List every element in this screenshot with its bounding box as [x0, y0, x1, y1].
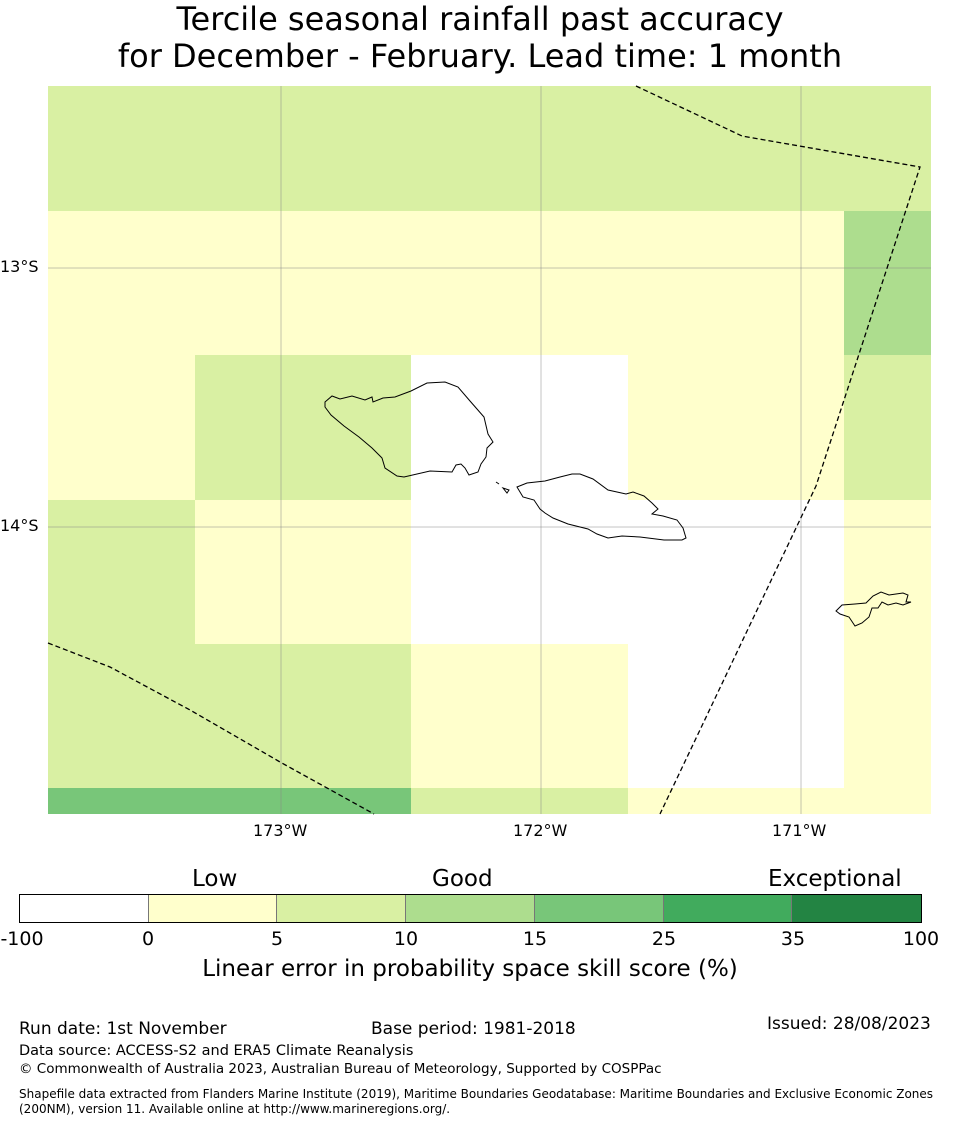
- grid-cell: [628, 211, 844, 355]
- colorbar-tick-5: 5: [270, 928, 284, 950]
- grid-cell: [844, 355, 931, 500]
- colorbar-segment: [406, 895, 535, 922]
- colorbar-tick-0: 0: [141, 928, 155, 950]
- grid-cell: [628, 355, 844, 500]
- colorbar-label: Linear error in probability space skill …: [202, 956, 738, 982]
- base-period: Base period: 1981-2018: [371, 1019, 576, 1039]
- issued-date: Issued: 28/08/2023: [767, 1014, 931, 1034]
- colorbar-tick-35: 35: [780, 928, 806, 950]
- grid-cell: [628, 86, 844, 211]
- grid-cell: [844, 86, 931, 211]
- grid-cell: [411, 355, 628, 500]
- eez-boundary-south: [47, 642, 375, 815]
- ofu-olosega-tutuila-outline: [835, 591, 912, 627]
- grid-cell: [844, 644, 931, 788]
- grid-cell: [195, 500, 411, 644]
- skill-grid: [48, 86, 931, 814]
- colorbar-segment: [792, 895, 922, 922]
- coastlines: [324, 381, 912, 627]
- grid-cell: [628, 788, 844, 814]
- grid-cell: [411, 211, 628, 355]
- grid-cell: [48, 211, 195, 355]
- chart-title-line-1: Tercile seasonal rainfall past accuracy: [176, 0, 784, 38]
- shapefile-credit-line-1: Shapefile data extracted from Flanders M…: [19, 1087, 934, 1101]
- grid-cell: [844, 211, 931, 355]
- grid-cell: [195, 644, 411, 788]
- eez-boundaries: [47, 85, 921, 815]
- copyright: © Commonwealth of Australia 2023, Austra…: [19, 1061, 662, 1077]
- colorbar-tick-10: 10: [393, 928, 419, 950]
- grid-cell: [195, 788, 411, 814]
- grid-cell: [195, 211, 411, 355]
- skill-map: [47, 85, 931, 815]
- lon-label-171w: 171°W: [772, 821, 827, 840]
- colorbar-segment: [277, 895, 407, 922]
- grid-cell: [411, 788, 628, 814]
- grid-cell: [844, 788, 931, 814]
- colorbar-category-good: Good: [432, 866, 493, 892]
- grid-cell: [48, 788, 195, 814]
- colorbar-segment: [663, 895, 793, 922]
- grid-cell: [411, 500, 628, 644]
- colorbar-category-exceptional: Exceptional: [768, 866, 902, 892]
- data-source: Data source: ACCESS-S2 and ERA5 Climate …: [19, 1043, 414, 1059]
- colorbar-category-low: Low: [192, 866, 238, 892]
- grid-cell: [628, 644, 844, 788]
- gridlines: [48, 86, 931, 814]
- colorbar-tick-neg100: -100: [0, 928, 44, 950]
- colorbar-tick-25: 25: [651, 928, 677, 950]
- grid-cell: [48, 86, 195, 211]
- eez-boundary-east: [635, 85, 921, 815]
- colorbar-tick-100: 100: [902, 928, 940, 950]
- run-date: Run date: 1st November: [19, 1019, 227, 1039]
- colorbar-segment: [148, 895, 278, 922]
- grid-cell: [411, 644, 628, 788]
- savaii-island-outline: [324, 381, 494, 478]
- colorbar-segment: [534, 895, 664, 922]
- colorbar-tick-15: 15: [522, 928, 548, 950]
- grid-cell: [48, 355, 195, 500]
- lat-label-13s: 13°S: [0, 257, 39, 276]
- upolu-island-outline: [516, 473, 687, 541]
- grid-cell: [628, 500, 844, 644]
- shapefile-credit-line-2: (200NM), version 11. Available online at…: [19, 1102, 451, 1116]
- lat-label-14s: 14°S: [0, 516, 39, 535]
- colorbar: [19, 894, 922, 923]
- lon-label-172w: 172°W: [513, 821, 568, 840]
- grid-cell: [48, 644, 195, 788]
- grid-cell: [195, 355, 411, 500]
- grid-cell: [195, 86, 411, 211]
- grid-cell: [48, 500, 195, 644]
- grid-cell: [411, 86, 628, 211]
- grid-cell: [844, 500, 931, 644]
- colorbar-segment: [20, 895, 149, 922]
- manono-islet: [501, 486, 510, 494]
- chart-title-line-2: for December - February. Lead time: 1 mo…: [117, 37, 843, 75]
- lon-label-173w: 173°W: [253, 821, 308, 840]
- apolima-islet: [495, 481, 500, 485]
